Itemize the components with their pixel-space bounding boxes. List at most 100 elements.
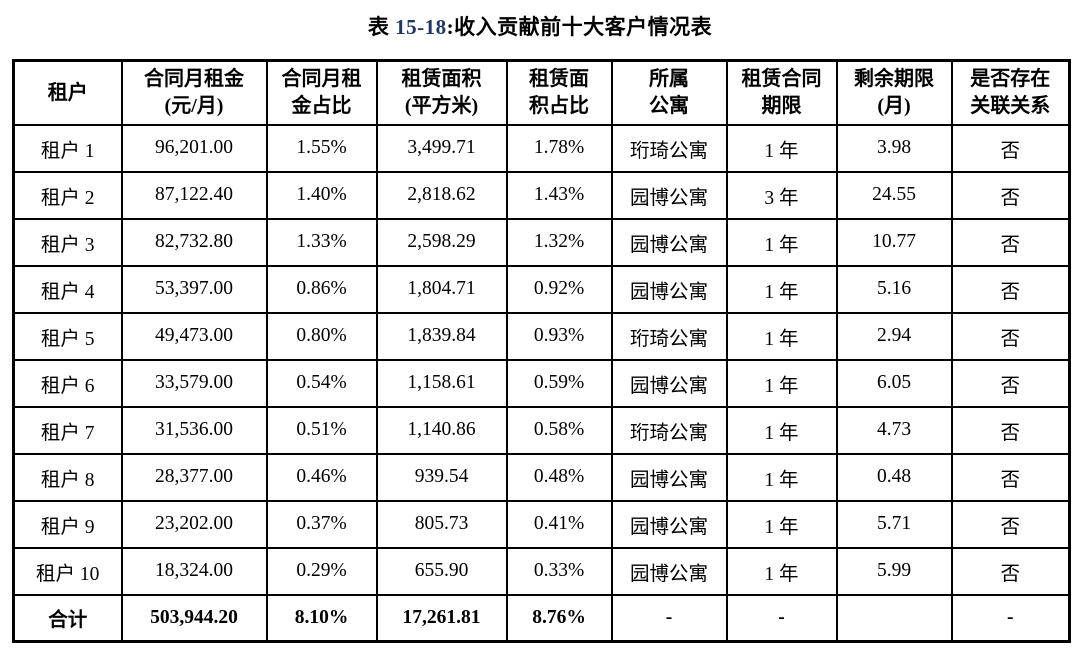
col-header-rent-share: 合同月租 金占比	[265, 59, 378, 126]
cell: 87,122.40	[120, 170, 268, 220]
cell: 49,473.00	[120, 311, 268, 361]
cell: 租户 6	[12, 358, 123, 408]
cell: 0.51%	[265, 405, 378, 455]
total-cell: 17,261.81	[375, 593, 508, 643]
header-line: 金占比	[291, 94, 352, 117]
cell: 否	[950, 358, 1071, 408]
cell: 0.58%	[505, 405, 613, 455]
cell: 0.41%	[505, 499, 613, 549]
total-cell: -	[610, 593, 728, 643]
table-header: 租户 合同月租金 (元/月) 合同月租金占比 租赁面积 (平方米) 租赁面积占比 所…	[12, 59, 1071, 126]
table-row: 租户 7 31,536.00 0.51% 1,140.86 0.58% 珩琦公寓 1 年 4.…	[12, 405, 1071, 455]
cell: 1.55%	[265, 123, 378, 173]
cell: 1 年	[725, 546, 838, 596]
cell: 园博公寓	[610, 358, 728, 408]
cell: 1 年	[725, 123, 838, 173]
header-line: 积占比	[529, 94, 589, 117]
cell: 3.98	[835, 123, 953, 173]
header-line: 所属	[649, 68, 689, 91]
cell: 0.80%	[265, 311, 378, 361]
cell: 否	[950, 217, 1071, 267]
header-line: (元/月)	[164, 94, 224, 117]
header-line: 合同月租	[281, 68, 362, 91]
cell: 0.59%	[505, 358, 613, 408]
cell: 1,158.61	[375, 358, 508, 408]
table-title-number: 15-18	[395, 15, 447, 39]
table-row: 租户 1 96,201.00 1.55% 3,499.71 1.78% 珩琦公寓 1 年 3.…	[12, 123, 1071, 173]
cell: 0.29%	[265, 546, 378, 596]
cell: 租户 5	[12, 311, 123, 361]
total-cell: 合计	[12, 593, 123, 643]
cell: 园博公寓	[610, 452, 728, 502]
header-line: 租赁合同	[741, 68, 822, 91]
total-row: 合计 503,944.20 8.10% 17,261.81 8.76% - - -	[12, 593, 1071, 643]
cell: 2,818.62	[375, 170, 508, 220]
cell: 租户 1	[12, 123, 123, 173]
col-header-leased-area: 租赁面积 (平方米)	[375, 59, 508, 126]
table-title-prefix: 表	[367, 15, 396, 39]
cell: 否	[950, 546, 1071, 596]
cell: 园博公寓	[610, 170, 728, 220]
cell: 园博公寓	[610, 217, 728, 267]
cell: 租户 3	[12, 217, 123, 267]
cell: 租户 10	[12, 546, 123, 596]
cell: 1.43%	[505, 170, 613, 220]
cell: 1,839.84	[375, 311, 508, 361]
cell: 1 年	[725, 311, 838, 361]
header-line: 公寓	[649, 94, 689, 117]
cell: 1 年	[725, 217, 838, 267]
col-header-tenant: 租户	[12, 59, 123, 126]
cell: 3 年	[725, 170, 838, 220]
header-line: 剩余期限	[854, 68, 934, 91]
cell: 1,804.71	[375, 264, 508, 314]
cell: 1.32%	[505, 217, 613, 267]
cell: 805.73	[375, 499, 508, 549]
cell: 23,202.00	[120, 499, 268, 549]
col-header-area-share: 租赁面 积占比	[505, 59, 613, 126]
cell: 0.86%	[265, 264, 378, 314]
cell: 0.33%	[505, 546, 613, 596]
cell: 5.99	[835, 546, 953, 596]
cell: 939.54	[375, 452, 508, 502]
header-line: 租赁面	[529, 68, 589, 91]
cell: 655.90	[375, 546, 508, 596]
total-cell	[835, 593, 953, 643]
cell: 0.48	[835, 452, 953, 502]
header-line: (平方米)	[404, 94, 479, 117]
table-row: 租户 6 33,579.00 0.54% 1,158.61 0.59% 园博公寓 1 年 6.…	[12, 358, 1071, 408]
table-row: 租户 10 18,324.00 0.29% 655.90 0.33% 园博公寓 1 年 5.9…	[12, 546, 1071, 596]
table-row: 租户 4 53,397.00 0.86% 1,804.71 0.92% 园博公寓 1 年 5.…	[12, 264, 1071, 314]
cell: 0.92%	[505, 264, 613, 314]
cell: 珩琦公寓	[610, 311, 728, 361]
cell: 3,499.71	[375, 123, 508, 173]
total-cell: -	[725, 593, 838, 643]
cell: 否	[950, 170, 1071, 220]
col-header-lease-term: 租赁合同 期限	[725, 59, 838, 126]
cell: 0.54%	[265, 358, 378, 408]
cell: 18,324.00	[120, 546, 268, 596]
cell: 1 年	[725, 405, 838, 455]
cell: 租户 9	[12, 499, 123, 549]
cell: 珩琦公寓	[610, 405, 728, 455]
cell: 否	[950, 405, 1071, 455]
cell: 园博公寓	[610, 499, 728, 549]
cell: 租户 8	[12, 452, 123, 502]
table-title-suffix: :收入贡献前十大客户情况表	[446, 15, 713, 39]
cell: 1.78%	[505, 123, 613, 173]
table-row: 租户 8 28,377.00 0.46% 939.54 0.48% 园博公寓 1 年 0.48…	[12, 452, 1071, 502]
cell: 否	[950, 311, 1071, 361]
cell: 1,140.86	[375, 405, 508, 455]
cell: 否	[950, 264, 1071, 314]
col-header-monthly-rent: 合同月租金 (元/月)	[120, 59, 268, 126]
table-row: 租户 5 49,473.00 0.80% 1,839.84 0.93% 珩琦公寓 1 年 2.…	[12, 311, 1071, 361]
table-row: 租户 3 82,732.80 1.33% 2,598.29 1.32% 园博公寓 1 年 10…	[12, 217, 1071, 267]
cell: 82,732.80	[120, 217, 268, 267]
cell: 96,201.00	[120, 123, 268, 173]
cell: 园博公寓	[610, 546, 728, 596]
cell: 0.93%	[505, 311, 613, 361]
table-body: 租户 1 96,201.00 1.55% 3,499.71 1.78% 珩琦公寓 1 年 3.…	[12, 123, 1071, 643]
col-header-related-party: 是否存在 关联关系	[950, 59, 1071, 126]
cell: 1.40%	[265, 170, 378, 220]
cell: 1 年	[725, 452, 838, 502]
